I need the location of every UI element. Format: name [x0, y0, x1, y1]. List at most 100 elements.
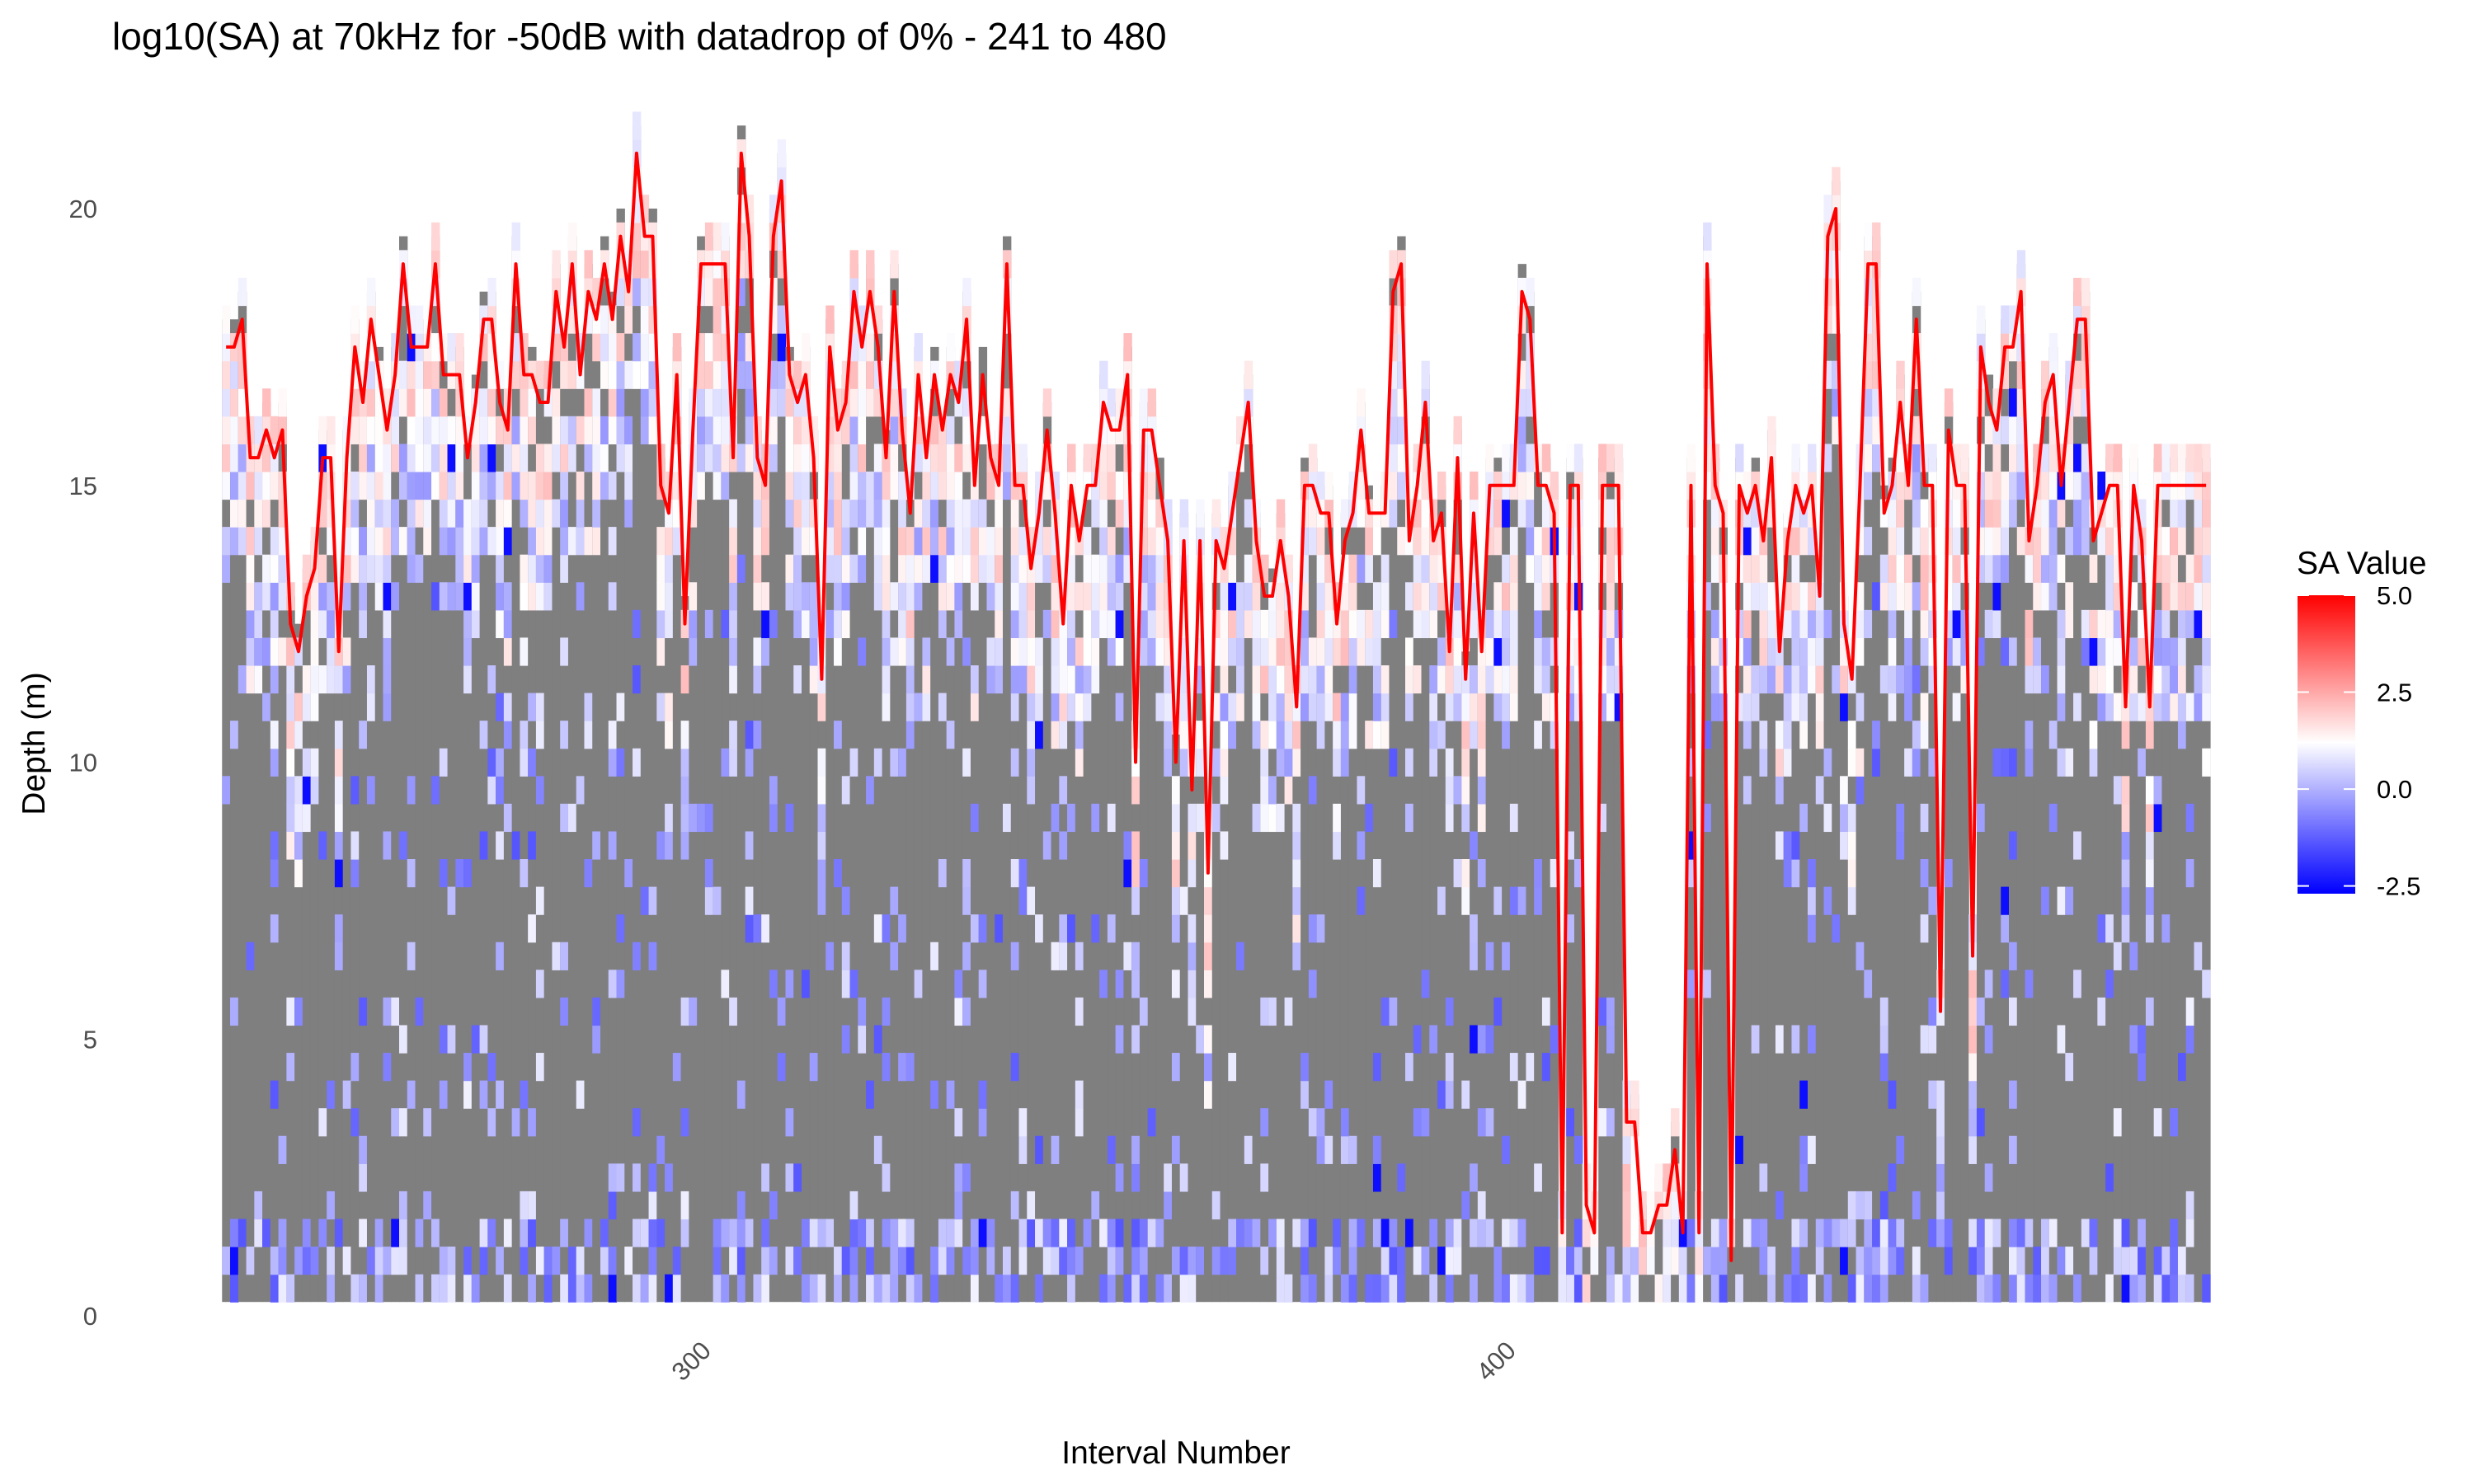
heatmap-tile — [1091, 914, 1100, 943]
heatmap-tile — [1888, 609, 1897, 639]
heatmap-tile — [342, 554, 352, 583]
heatmap-tile — [1389, 997, 1398, 1026]
heatmap-tile — [1896, 416, 1905, 444]
heatmap-tile — [238, 527, 247, 556]
heatmap-tile — [930, 416, 939, 444]
heatmap-tile — [2105, 637, 2114, 666]
heatmap-column — [802, 346, 811, 1303]
heatmap-tile — [640, 277, 650, 307]
heatmap-tile — [825, 1219, 835, 1247]
heatmap-tile — [1888, 582, 1897, 611]
heatmap-tile — [793, 471, 802, 500]
heatmap-tile — [399, 360, 408, 389]
heatmap-tile — [350, 305, 360, 334]
heatmap-tile — [286, 997, 295, 1026]
heatmap-tile — [995, 665, 1004, 694]
heatmap-column — [1075, 513, 1084, 1303]
heatmap-tile — [1188, 970, 1197, 998]
heatmap-tile — [1606, 444, 1616, 472]
heatmap-tile — [2025, 554, 2034, 583]
heatmap-tile — [962, 499, 971, 528]
heatmap-tile — [753, 471, 762, 500]
heatmap-tile — [866, 1219, 875, 1247]
heatmap-tile — [479, 499, 488, 528]
heatmap-tile — [1808, 1274, 1817, 1303]
heatmap-tile — [665, 554, 674, 583]
heatmap-tile — [350, 831, 360, 860]
heatmap-tile — [2033, 665, 2042, 694]
heatmap-column — [834, 402, 843, 1303]
heatmap-tile — [745, 388, 755, 417]
heatmap-tile — [1340, 748, 1350, 777]
heatmap-tile — [1324, 1274, 1333, 1303]
heatmap-tile — [1308, 444, 1318, 472]
heatmap-tile — [1743, 527, 1752, 556]
heatmap-tile — [463, 582, 473, 611]
heatmap-tile — [567, 277, 577, 307]
heatmap-tile — [455, 416, 464, 444]
heatmap-tile — [745, 333, 755, 362]
heatmap-tile — [1791, 693, 1800, 721]
heatmap-tile — [1164, 1190, 1173, 1220]
heatmap-tile — [1276, 637, 1286, 666]
heatmap-tile — [1968, 1219, 1978, 1247]
heatmap-tile — [374, 582, 384, 611]
heatmap-tile — [2129, 637, 2138, 666]
heatmap-tile — [1405, 693, 1414, 721]
heatmap-tile — [1534, 1247, 1543, 1275]
heatmap-tile — [986, 1219, 995, 1247]
heatmap-tile — [1429, 582, 1438, 611]
heatmap-tile — [383, 665, 392, 694]
chart-title: log10(SA) at 70kHz for -50dB with datadr… — [112, 15, 1167, 58]
heatmap-tile — [1003, 1247, 1012, 1275]
heatmap-tile — [2138, 1025, 2147, 1054]
heatmap-tile — [995, 554, 1004, 583]
heatmap-tile — [2009, 499, 2018, 528]
heatmap-tile — [1380, 1219, 1390, 1247]
heatmap-tile — [496, 693, 505, 721]
heatmap-tile — [914, 582, 923, 611]
heatmap-tile — [905, 637, 915, 666]
heatmap-tile — [1976, 471, 1986, 500]
heatmap-tile — [914, 1274, 923, 1303]
heatmap-tile — [1445, 693, 1455, 721]
heatmap-tile — [238, 360, 247, 389]
heatmap-tile — [1147, 499, 1157, 528]
heatmap-tile — [560, 997, 569, 1026]
heatmap-tile — [423, 388, 432, 417]
heatmap-tile — [713, 416, 722, 444]
heatmap-column — [995, 458, 1004, 1303]
heatmap-tile — [584, 250, 593, 279]
heatmap-tile — [1268, 776, 1277, 805]
heatmap-tile — [366, 333, 376, 362]
heatmap-tile — [1131, 886, 1141, 915]
heatmap-tile — [962, 997, 971, 1026]
heatmap-tile — [1372, 582, 1382, 611]
heatmap-tile — [487, 333, 496, 362]
heatmap-tile — [374, 416, 384, 444]
heatmap-column — [2145, 679, 2155, 1303]
heatmap-tile — [1582, 1274, 1592, 1303]
heatmap-tile — [729, 665, 738, 694]
heatmap-tile — [222, 360, 231, 389]
heatmap-tile — [1928, 665, 1937, 694]
heatmap-tile — [1003, 416, 1012, 444]
heatmap-tile — [1566, 831, 1575, 860]
heatmap-tile — [407, 554, 416, 583]
heatmap-tile — [1075, 1080, 1084, 1109]
heatmap-tile — [1413, 609, 1423, 639]
heatmap-tile — [366, 554, 376, 583]
heatmap-tile — [318, 1219, 327, 1247]
heatmap-tile — [230, 1247, 239, 1275]
heatmap-tile — [463, 609, 473, 639]
heatmap-tile — [1944, 527, 1954, 556]
heatmap-column — [1461, 651, 1470, 1303]
heatmap-tile — [1710, 554, 1720, 583]
heatmap-tile — [584, 444, 593, 472]
heatmap-tile — [995, 499, 1004, 528]
heatmap-tile — [1493, 886, 1503, 915]
heatmap-tile — [2025, 609, 2034, 639]
heatmap-column — [656, 458, 666, 1303]
heatmap-tile — [1348, 1135, 1358, 1164]
heatmap-tile — [2097, 471, 2106, 500]
